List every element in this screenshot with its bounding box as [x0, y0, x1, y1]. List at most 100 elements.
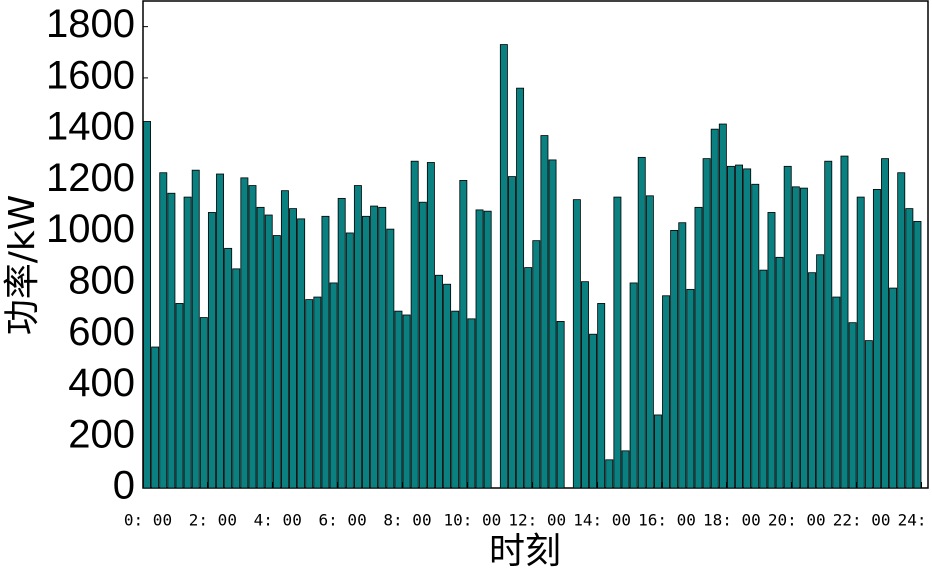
- bar: [645, 195, 654, 489]
- bar: [662, 295, 671, 489]
- bar: [540, 135, 549, 489]
- x-tick-label: 16: 00: [638, 511, 696, 530]
- y-tick-label: 800: [68, 259, 135, 303]
- bar: [621, 450, 630, 489]
- bar: [637, 156, 646, 489]
- bar: [897, 172, 906, 489]
- bar: [475, 209, 484, 489]
- bar: [710, 128, 719, 489]
- bar: [532, 240, 541, 489]
- bar: [216, 173, 224, 489]
- bar: [913, 221, 922, 489]
- bar: [426, 162, 435, 489]
- bar: [191, 169, 200, 489]
- bar: [840, 155, 849, 489]
- bar: [686, 288, 695, 489]
- bar: [280, 190, 289, 489]
- y-tick-label: 1400: [46, 105, 135, 149]
- bar: [386, 228, 395, 489]
- bar: [653, 414, 662, 489]
- y-axis-label: 功率/kW: [2, 195, 43, 336]
- bar: [362, 215, 370, 489]
- bar: [378, 206, 387, 489]
- bar: [816, 254, 825, 489]
- bar: [370, 205, 379, 489]
- bar: [718, 123, 727, 489]
- bar: [508, 176, 516, 489]
- bar: [224, 247, 233, 489]
- bar: [151, 346, 160, 489]
- x-tick-label: 4: 00: [254, 511, 302, 530]
- y-tick-label: 0: [113, 464, 135, 508]
- bar: [856, 196, 865, 489]
- x-tick-label: 20: 00: [768, 511, 826, 530]
- bar: [499, 44, 508, 489]
- bar: [864, 340, 873, 489]
- bar: [289, 208, 297, 489]
- x-tick-label: 8: 00: [383, 511, 431, 530]
- bar: [305, 299, 314, 489]
- bar: [329, 282, 338, 489]
- bar: [256, 206, 265, 489]
- bar: [337, 197, 346, 489]
- bar: [767, 212, 776, 489]
- y-tick-label: 200: [68, 412, 135, 456]
- x-tick-label: 12: 00: [508, 511, 566, 530]
- bar: [345, 232, 354, 489]
- bar: [881, 158, 889, 489]
- bar: [759, 269, 768, 489]
- bar: [459, 180, 468, 489]
- bar: [167, 192, 176, 489]
- bar: [207, 212, 216, 489]
- bar: [443, 283, 452, 489]
- bar: [183, 196, 192, 489]
- bar: [783, 165, 792, 489]
- bar: [410, 160, 419, 489]
- bar: [799, 187, 808, 489]
- y-tick-label: 1000: [46, 207, 135, 251]
- bar: [264, 214, 273, 489]
- bar: [735, 164, 744, 489]
- bar: [159, 172, 168, 489]
- bar: [297, 218, 306, 489]
- bar: [694, 206, 703, 489]
- bar: [248, 185, 257, 489]
- bar: [702, 158, 711, 489]
- y-tick-label: 1800: [46, 2, 135, 46]
- bar: [394, 310, 403, 489]
- bar: [743, 168, 752, 489]
- bar: [629, 282, 638, 489]
- bar: [678, 222, 687, 489]
- bar: [905, 208, 914, 489]
- y-tick-label: 1600: [46, 53, 135, 97]
- x-tick-label: 10: 00: [443, 511, 501, 530]
- bar: [597, 303, 606, 489]
- bar: [516, 87, 525, 489]
- bar: [402, 314, 411, 489]
- bar: [824, 160, 833, 489]
- bar: [199, 317, 208, 489]
- bar: [832, 296, 841, 489]
- x-tick-label: 2: 00: [189, 511, 237, 530]
- bar: [353, 185, 362, 489]
- bar: [272, 235, 281, 489]
- y-tick-label: 600: [68, 310, 135, 354]
- bar: [467, 318, 476, 489]
- bar: [418, 201, 427, 489]
- bar: [143, 121, 152, 489]
- bar: [548, 159, 557, 489]
- bar: [726, 165, 735, 489]
- bar: [321, 215, 330, 489]
- bar: [572, 199, 581, 489]
- bar: [313, 296, 322, 489]
- bar: [889, 287, 898, 489]
- x-tick-label: 14: 00: [573, 511, 631, 530]
- bar: [751, 183, 760, 489]
- bar: [435, 274, 443, 489]
- bar: [670, 230, 679, 489]
- bar: [556, 320, 565, 489]
- bar: [240, 177, 249, 489]
- bar: [808, 272, 816, 489]
- x-tick-label: 18: 00: [703, 511, 761, 530]
- bar: [775, 256, 784, 489]
